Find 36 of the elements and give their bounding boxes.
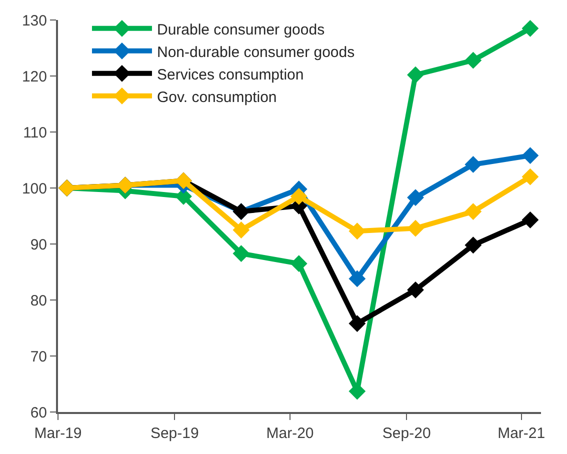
y-tick-label: 100 <box>22 180 47 198</box>
legend-label: Durable consumer goods <box>156 21 325 38</box>
point <box>464 236 482 254</box>
x-tick-label: Mar-21 <box>498 425 546 442</box>
point <box>464 156 482 173</box>
point <box>464 203 482 220</box>
point <box>407 66 424 84</box>
y-tick-label: 110 <box>23 124 47 142</box>
point <box>348 315 366 332</box>
point <box>348 222 366 240</box>
point <box>407 189 424 206</box>
point <box>407 220 424 237</box>
point <box>290 188 308 205</box>
point <box>232 245 250 262</box>
y-tick-label: 120 <box>22 68 47 86</box>
point <box>464 52 482 69</box>
point <box>522 147 539 164</box>
y-tick-label: 90 <box>30 236 47 254</box>
x-tick-label: Mar-19 <box>34 425 82 442</box>
y-tick-label: 60 <box>30 404 47 422</box>
legend-label: Non-durable consumer goods <box>156 44 355 61</box>
x-tick-label: Sep-19 <box>150 425 199 442</box>
y-tick-label: 130 <box>22 12 47 30</box>
point <box>232 222 250 238</box>
point <box>290 255 308 272</box>
legend-label: Gov. consumption <box>156 88 277 106</box>
x-tick-label: Sep-20 <box>382 425 431 442</box>
legend-label: Services consumption <box>156 66 304 84</box>
x-tick-label: Mar-20 <box>266 425 314 442</box>
point <box>522 20 539 37</box>
point <box>348 270 366 288</box>
point <box>522 168 539 186</box>
point <box>407 281 424 298</box>
point <box>522 211 539 228</box>
y-tick-label: 80 <box>30 292 47 310</box>
y-tick-label: 70 <box>30 348 47 366</box>
